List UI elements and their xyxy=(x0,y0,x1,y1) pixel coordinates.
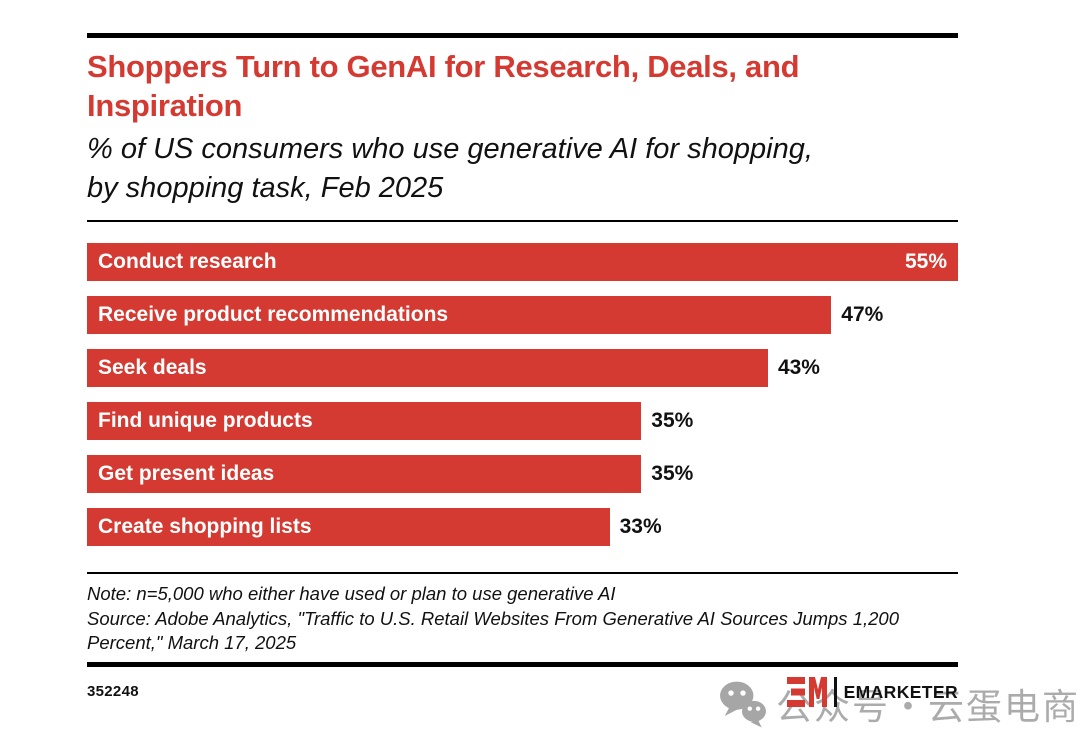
bar-label: Receive product recommendations xyxy=(98,303,449,326)
chart-title: Shoppers Turn to GenAI for Research, Dea… xyxy=(87,49,800,123)
top-rule xyxy=(87,33,958,38)
chart-card: Shoppers Turn to GenAI for Research, Dea… xyxy=(87,33,958,707)
bar-label: Seek deals xyxy=(98,356,207,379)
emarketer-logo: EMARKETER xyxy=(786,676,958,707)
em-monogram-icon xyxy=(786,676,827,707)
bar-row: Find unique products 35% xyxy=(87,402,958,440)
bar: Find unique products xyxy=(87,402,642,440)
bar-value: 43% xyxy=(777,356,820,379)
bar-label: Get present ideas xyxy=(98,462,275,485)
bar-row: Receive product recommendations 47% xyxy=(87,296,958,334)
bar-value: 35% xyxy=(651,409,694,432)
footer: 352248 EMARKETER xyxy=(87,676,958,707)
bar-row: Conduct research 55% xyxy=(87,243,958,281)
note-text: Note: n=5,000 who either have used or pl… xyxy=(87,583,616,604)
header-rule xyxy=(87,220,958,222)
chart-subtitle: % of US consumers who use generative AI … xyxy=(87,133,813,204)
bar-label: Find unique products xyxy=(98,409,313,432)
bar-value: 55% xyxy=(904,250,947,273)
bar-row: Seek deals 43% xyxy=(87,349,958,387)
bar-label: Create shopping lists xyxy=(98,515,312,538)
bar-row: Get present ideas 35% xyxy=(87,455,958,493)
bar: Conduct research 55% xyxy=(87,243,958,281)
footnote-rule xyxy=(87,572,958,574)
bar-label: Conduct research xyxy=(98,250,277,273)
bar-value: 47% xyxy=(841,303,884,326)
bar-row: Create shopping lists 33% xyxy=(87,508,958,546)
bar: Seek deals xyxy=(87,349,768,387)
bar-chart: Conduct research 55% Receive product rec… xyxy=(87,243,958,546)
bar-value: 33% xyxy=(619,515,662,538)
chart-id: 352248 xyxy=(87,682,139,700)
bottom-rule xyxy=(87,661,958,667)
source-text: Source: Adobe Analytics, "Traffic to U.S… xyxy=(87,607,899,654)
bar: Get present ideas xyxy=(87,455,642,493)
brand-name: EMARKETER xyxy=(843,682,958,702)
bar-value: 35% xyxy=(651,462,694,485)
footnotes: Note: n=5,000 who either have used or pl… xyxy=(87,582,907,656)
bar: Receive product recommendations xyxy=(87,296,832,334)
logo-divider xyxy=(833,676,837,707)
bar: Create shopping lists xyxy=(87,508,610,546)
